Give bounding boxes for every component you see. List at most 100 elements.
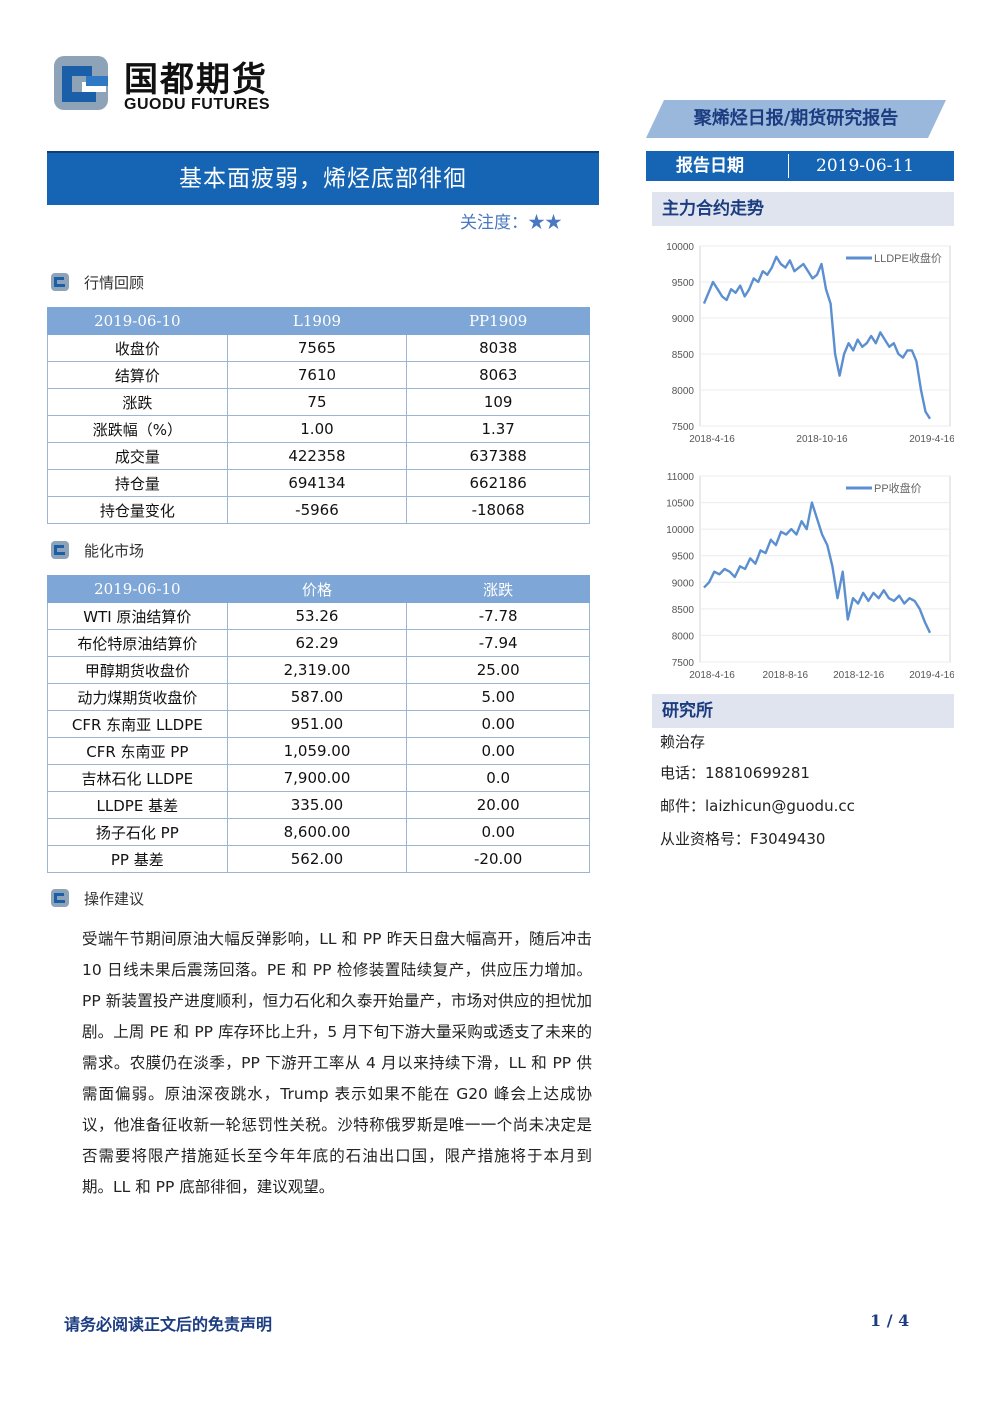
analyst-phone: 电话：18810699281 [660,764,810,782]
table-cell: 422358 [226,442,408,470]
table-cell: 335.00 [226,791,408,819]
table-cell: 562.00 [226,845,408,873]
table-cell: 5.00 [406,683,590,711]
market-review-table: 2019-06-10 L1909 PP1909 收盘价 7565 8038 结算价 7610 8… [47,307,590,524]
analyst-name: 赖治存 [660,733,706,751]
row-label: WTI 原油结算价 [47,602,228,630]
table-header-cell: 价格 [226,575,408,603]
row-label: 吉林石化 LLDPE [47,764,228,792]
table-cell: 20.00 [406,791,590,819]
table-row: 结算价 7610 8063 [47,361,590,389]
section-title: 行情回顾 [84,274,145,292]
trend-title: 主力合约走势 [662,199,764,219]
plot-area [699,245,951,427]
table-row: 吉林石化 LLDPE 7,900.00 0.0 [47,764,590,792]
x-tick-label: 2018-10-16 [796,434,848,445]
y-tick-label: 10000 [666,242,694,253]
row-label: 布伦特原油结算价 [47,629,228,657]
series-line [703,501,932,634]
y-tick-label: 8500 [672,350,695,361]
table-row: 涨跌幅（%） 1.00 1.37 [47,415,590,443]
table-cell: 1.37 [406,415,590,443]
table-cell: 7565 [226,334,408,362]
y-tick-label: 10500 [666,499,694,510]
y-tick-label: 9500 [672,552,695,563]
table-cell: -7.78 [406,602,590,630]
table-header-cell: 2019-06-10 [47,575,228,603]
table-cell: 951.00 [226,710,408,738]
row-label: 持仓量变化 [47,496,228,524]
table-cell: 53.26 [226,602,408,630]
section-title: 操作建议 [84,890,145,908]
table-cell: 25.00 [406,656,590,684]
table-row: LLDPE 基差 335.00 20.00 [47,791,590,819]
table-row: 甲醇期货收盘价 2,319.00 25.00 [47,656,590,684]
section-icon [51,541,69,559]
research-section-header: 研究所 [652,694,954,728]
table-cell: 7,900.00 [226,764,408,792]
table-cell: 109 [406,388,590,416]
pp-chart: 110001050010000950090008500800075002018-… [666,472,954,681]
row-label: 扬子石化 PP [47,818,228,846]
table-header-cell: 涨跌 [406,575,590,603]
row-label: 涨跌幅（%） [47,415,228,443]
table-cell: -18068 [406,496,590,524]
table-cell: 8063 [406,361,590,389]
series-line [702,255,932,420]
table-row: 成交量 422358 637388 [47,442,590,470]
table-cell: 0.00 [406,710,590,738]
table-cell: 637388 [406,442,590,470]
table-cell: 1.00 [226,415,408,443]
y-tick-label: 7500 [672,658,695,669]
y-tick-label: 8000 [672,631,695,642]
table-row: 扬子石化 PP 8,600.00 0.00 [47,818,590,846]
table-cell: 587.00 [226,683,408,711]
y-tick-label: 9000 [672,314,695,325]
table-cell: 0.0 [406,764,590,792]
table-row: 涨跌 75 109 [47,388,590,416]
x-tick-label: 2018-4-16 [689,670,735,681]
x-tick-label: 2018-8-16 [763,670,809,681]
table-cell: 8038 [406,334,590,362]
table-row: 持仓量变化 -5966 -18068 [47,496,590,524]
row-label: 结算价 [47,361,228,389]
report-date-label: 报告日期 [676,156,744,176]
row-label: 动力煤期货收盘价 [47,683,228,711]
table-header-row: 2019-06-10 价格 涨跌 [47,575,590,603]
logo-english-name: GUODU FUTURES [124,96,271,113]
table-cell: 662186 [406,469,590,497]
table-cell: 62.29 [226,629,408,657]
table-header-cell: PP1909 [406,307,590,335]
analyst-license: 从业资格号：F3049430 [660,830,826,848]
y-tick-label: 9000 [672,578,695,589]
table-cell: -20.00 [406,845,590,873]
row-label: PP 基差 [47,845,228,873]
report-type-ribbon: 聚烯烃日报/期货研究报告 [646,100,946,138]
research-title: 研究所 [662,701,713,721]
row-label: 收盘价 [47,334,228,362]
x-tick-label: 2018-4-16 [689,434,735,445]
attention-rating: 关注度：★★ [460,213,562,233]
table-row: PP 基差 562.00 -20.00 [47,845,590,873]
table-header-cell: 2019-06-10 [47,307,228,335]
report-title-bar: 基本面疲弱，烯烃底部徘徊 [47,151,599,205]
table-cell: 2,319.00 [226,656,408,684]
energy-market-table: 2019-06-10 价格 涨跌 WTI 原油结算价 53.26 -7.78 布伦特原油结算… [47,575,590,873]
table-row: CFR 东南亚 PP 1,059.00 0.00 [47,737,590,765]
report-type-label: 聚烯烃日报/期货研究报告 [693,108,899,129]
table-row: 持仓量 694134 662186 [47,469,590,497]
report-title: 基本面疲弱，烯烃底部徘徊 [179,166,467,192]
x-tick-label: 2019-4-16 [909,434,954,445]
logo-chinese-name: 国都期货 [124,60,268,100]
report-date-bar: 报告日期 2019-06-11 [646,151,954,181]
table-row: 动力煤期货收盘价 587.00 5.00 [47,683,590,711]
table-cell: 75 [226,388,408,416]
row-label: 持仓量 [47,469,228,497]
advice-paragraph: 受端午节期间原油大幅反弹影响，LL 和 PP 昨天日盘大幅高开，随后冲击 10 … [82,930,592,1196]
table-cell: -7.94 [406,629,590,657]
y-tick-label: 7500 [672,422,695,433]
table-cell: 7610 [226,361,408,389]
plot-area [699,475,951,663]
table-header-cell: L1909 [226,307,408,335]
